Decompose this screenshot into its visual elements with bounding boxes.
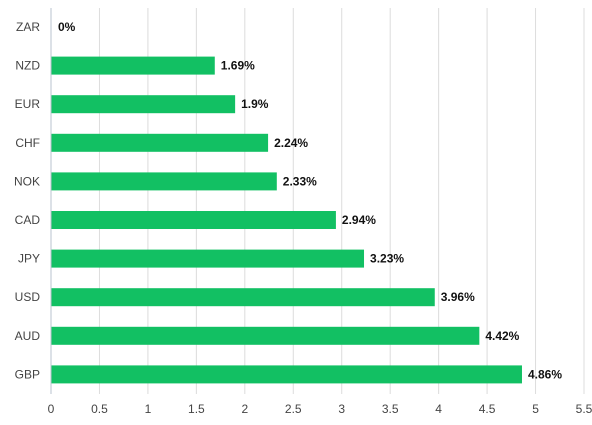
category-label: CAD (15, 213, 41, 227)
data-label: 2.24% (274, 136, 308, 150)
category-label: USD (15, 290, 41, 304)
data-label: 4.42% (485, 329, 519, 343)
category-label: NOK (14, 174, 40, 188)
x-tick-label: 5.5 (576, 402, 592, 416)
x-tick-label: 0.5 (91, 402, 108, 416)
x-tick-label: 3.5 (382, 402, 399, 416)
data-label: 1.9% (241, 97, 269, 111)
x-tick-label: 5 (532, 402, 539, 416)
bar (51, 326, 480, 345)
category-label: GBP (15, 367, 40, 381)
data-label: 0% (58, 20, 76, 34)
data-label: 2.94% (342, 213, 376, 227)
x-tick-label: 2.5 (285, 402, 302, 416)
bar (51, 133, 269, 152)
bars (51, 56, 522, 384)
x-tick-label: 4.5 (479, 402, 496, 416)
data-label: 3.23% (370, 252, 404, 266)
x-tick-label: 1.5 (188, 402, 205, 416)
x-tick-label: 1 (145, 402, 152, 416)
category-label: AUD (15, 329, 41, 343)
bar (51, 56, 215, 75)
data-label: 3.96% (441, 290, 475, 304)
category-label: NZD (15, 59, 40, 73)
bar (51, 249, 365, 268)
x-tick-label: 2 (241, 402, 248, 416)
bar (51, 288, 435, 307)
category-label: ZAR (16, 20, 40, 34)
bar (51, 172, 277, 191)
bar (51, 365, 522, 384)
x-tick-label: 0 (48, 402, 55, 416)
labels: 0 0.5 1 1.5 2 2.5 3 3.5 4 4.5 5 5.5 ZAR 0% NZD 1.69% EUR… (14, 20, 592, 416)
x-tick-label: 4 (435, 402, 442, 416)
category-label: CHF (15, 136, 40, 150)
data-label: 1.69% (221, 59, 255, 73)
bar (51, 211, 336, 229)
data-label: 4.86% (528, 367, 562, 381)
bar (51, 95, 236, 114)
category-label: EUR (15, 97, 41, 111)
data-label: 2.33% (283, 174, 317, 188)
category-label: JPY (18, 252, 40, 266)
x-tick-label: 3 (338, 402, 345, 416)
